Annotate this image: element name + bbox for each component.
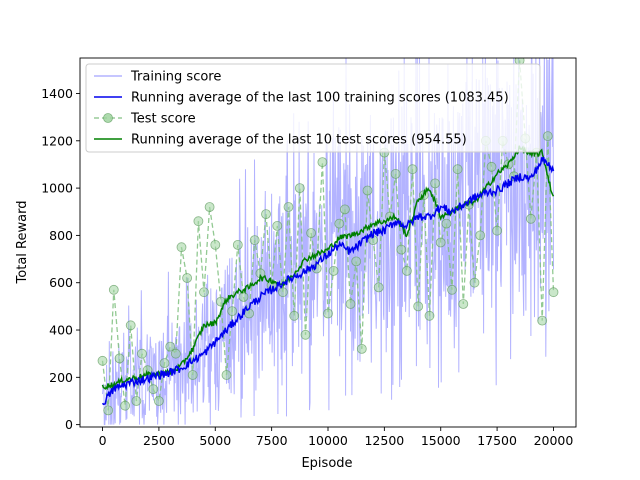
test-score-point: [356, 343, 367, 354]
test-score-point: [114, 353, 125, 364]
x-axis-label: Episode: [301, 456, 352, 471]
test-score-point: [120, 400, 130, 411]
x-tick-label: 7500: [256, 433, 288, 448]
test-score-point: [294, 183, 305, 194]
test-score-point: [193, 216, 204, 227]
test-score-point: [103, 405, 114, 416]
test-score-point: [441, 218, 452, 229]
legend-label-running-test: Running average of the last 10 test scor…: [131, 133, 467, 148]
y-tick-label: 1000: [41, 181, 73, 196]
y-tick-label: 600: [49, 275, 73, 290]
y-tick-label: 200: [49, 370, 73, 385]
x-tick-label: 5000: [199, 433, 231, 448]
test-score-point: [362, 185, 373, 196]
test-score-point: [537, 315, 548, 326]
test-score-point: [452, 164, 463, 175]
test-score-point: [227, 306, 238, 317]
test-score-point: [548, 287, 559, 298]
test-score-point: [339, 204, 350, 215]
test-score-point: [283, 202, 294, 212]
x-tick-label: 0: [99, 433, 107, 448]
test-score-point: [447, 284, 457, 295]
test-score-point: [486, 161, 497, 172]
test-score-point: [458, 299, 469, 309]
test-score-point: [492, 225, 503, 236]
test-score-point: [238, 291, 249, 302]
test-score-point: [187, 370, 198, 380]
legend-box: [85, 63, 541, 153]
test-score-point: [334, 218, 345, 229]
test-score-point: [108, 284, 119, 295]
y-axis-label: Total Reward: [15, 201, 30, 285]
legend-label-test: Test score: [130, 112, 196, 127]
plot-area: [97, 58, 559, 426]
test-score-point: [153, 396, 164, 406]
test-score-point: [542, 131, 553, 142]
test-score-point: [165, 341, 176, 352]
x-tick-label: 2500: [143, 433, 175, 448]
test-score-point: [131, 396, 142, 406]
test-score-point: [351, 256, 362, 267]
x-axis: 0 2500 5000 7500 10000 12500 15000 17500 20000: [99, 427, 574, 448]
y-tick-label: 1200: [41, 133, 73, 148]
test-score-point: [176, 242, 187, 253]
running-average-series: [101, 145, 555, 406]
y-tick-label: 1400: [41, 86, 73, 101]
running-test-average-line: [101, 145, 555, 391]
test-score-line: [101, 60, 555, 411]
test-score-point: [401, 265, 412, 276]
test-score-point: [261, 209, 271, 220]
test-score-point: [323, 308, 333, 319]
test-score-point: [97, 355, 108, 366]
test-score-point: [413, 301, 424, 312]
test-score-point: [244, 308, 255, 319]
test-score-point: [199, 287, 209, 298]
test-score-point: [390, 168, 401, 179]
y-tick-label: 0: [65, 417, 73, 432]
y-tick-label: 400: [49, 323, 73, 338]
test-score-point: [345, 299, 356, 309]
test-score-point: [373, 282, 384, 293]
test-score-point: [424, 310, 435, 321]
test-score-point: [272, 220, 283, 231]
test-score-point: [210, 239, 221, 250]
test-score-point: [328, 265, 339, 276]
y-axis: 0 200 400 600 800 1000 1200 1400: [41, 86, 80, 432]
test-score-point: [430, 178, 441, 189]
test-score-point: [137, 348, 147, 359]
test-score-point: [475, 230, 486, 241]
test-score-point: [170, 348, 181, 359]
test-score-point: [232, 239, 243, 250]
test-score-point: [159, 358, 170, 369]
y-tick-label: 800: [49, 228, 73, 243]
legend-label-running-train: Running average of the last 100 training…: [131, 91, 509, 106]
test-score-point: [277, 287, 288, 298]
test-score-point: [526, 213, 536, 224]
running-train-average-line: [101, 156, 555, 406]
test-score-point: [306, 228, 317, 238]
legend-label-training: Training score: [130, 70, 221, 85]
test-score-point: [396, 244, 407, 255]
x-tick-label: 12500: [364, 433, 404, 448]
test-score-point: [469, 277, 480, 288]
legend-swatch-test-marker: [103, 113, 113, 123]
test-score-point: [148, 384, 159, 395]
test-score-point: [289, 310, 300, 321]
test-score-point: [317, 157, 328, 168]
legend: Training score Running average of the la…: [85, 63, 541, 153]
test-score-point: [407, 164, 418, 175]
test-score-point: [125, 320, 136, 331]
x-tick-label: 10000: [308, 433, 348, 448]
test-score-point: [435, 237, 446, 248]
x-tick-label: 17500: [477, 433, 517, 448]
x-tick-label: 15000: [421, 433, 461, 448]
test-score-point: [249, 235, 260, 246]
x-tick-label: 20000: [534, 433, 574, 448]
test-score-point: [204, 202, 215, 212]
test-score-point: [221, 370, 232, 380]
test-score-point: [182, 273, 193, 283]
test-score-point: [300, 329, 311, 340]
